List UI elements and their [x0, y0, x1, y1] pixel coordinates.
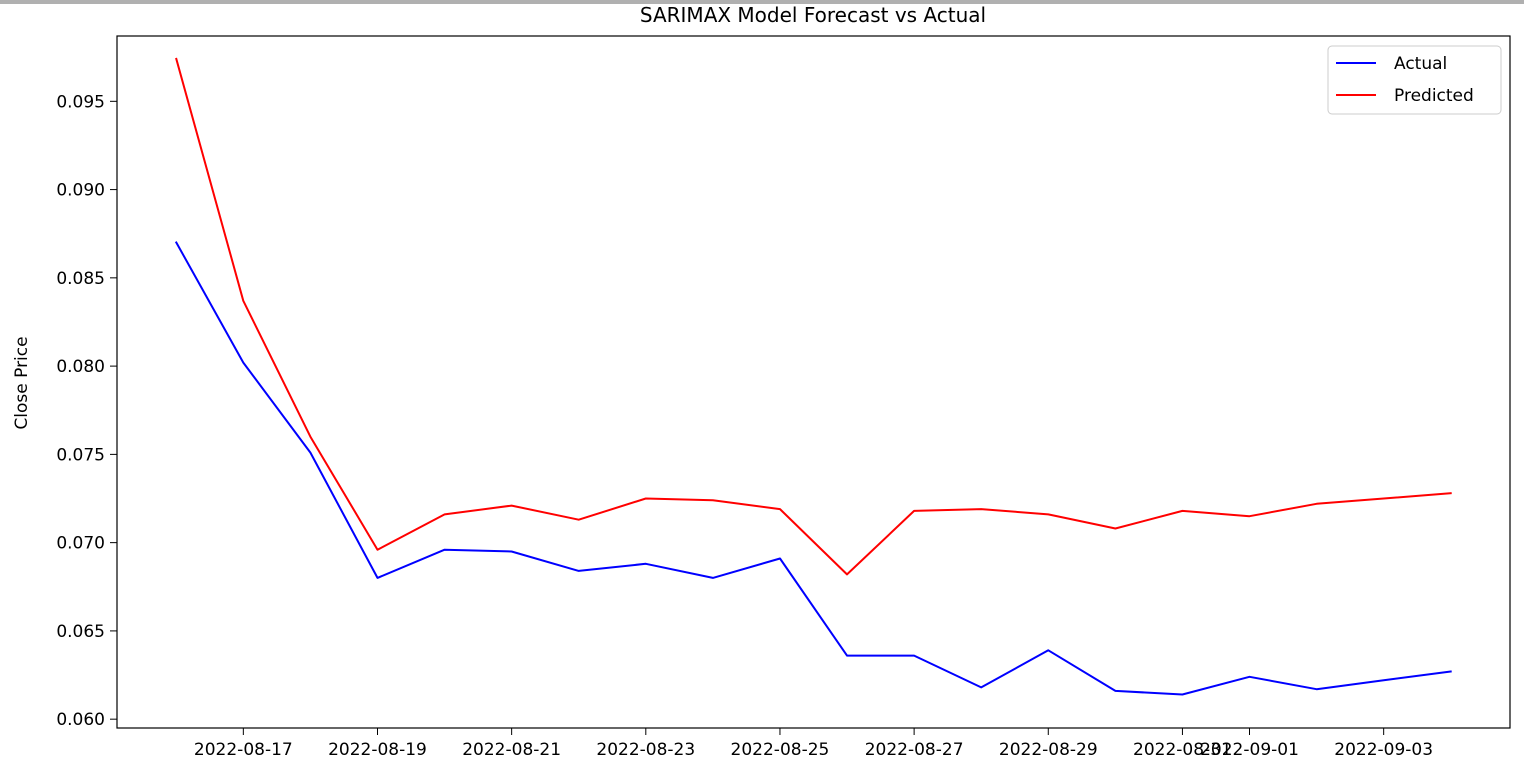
y-tick-label: 0.070	[56, 534, 105, 554]
y-axis-label: Close Price	[12, 336, 32, 429]
x-tick-label: 2022-08-17	[194, 740, 293, 757]
x-tick-label: 2022-09-01	[1200, 740, 1299, 757]
x-axis: 2022-08-17 2022-08-19 2022-08-21 2022-08-23…	[194, 728, 1433, 757]
x-tick-label: 2022-08-31	[1133, 740, 1232, 757]
y-tick-label: 0.080	[56, 357, 105, 377]
y-tick-label: 0.095	[56, 92, 105, 112]
y-axis: 0.060 0.065 0.070 0.075 0.080 0.085 0.090 0.095	[56, 92, 117, 730]
plot-frame	[116, 35, 1511, 729]
x-tick-label: 2022-08-21	[462, 740, 561, 757]
x-tick-label: 2022-08-23	[596, 740, 695, 757]
y-tick-label: 0.060	[56, 710, 105, 730]
y-tick-label: 0.090	[56, 181, 105, 201]
chart-title: SARIMAX Model Forecast vs Actual	[640, 3, 986, 27]
legend-label-predicted: Predicted	[1394, 86, 1474, 106]
x-tick-label: 2022-08-29	[999, 740, 1098, 757]
x-tick-label: 2022-09-03	[1334, 740, 1433, 757]
x-tick-label: 2022-08-19	[328, 740, 427, 757]
series-line-actual	[174, 241, 1452, 696]
series-line-predicted	[175, 57, 1452, 576]
x-tick-label: 2022-08-25	[731, 740, 830, 757]
y-tick-label: 0.065	[56, 622, 105, 642]
legend: Actual Predicted	[1327, 45, 1502, 115]
series-layer	[174, 57, 1452, 696]
legend-label-actual: Actual	[1394, 54, 1447, 74]
y-tick-label: 0.085	[56, 269, 105, 289]
x-tick-label: 2022-08-27	[865, 740, 964, 757]
y-tick-label: 0.075	[56, 445, 105, 465]
window-top-border	[0, 0, 1524, 4]
